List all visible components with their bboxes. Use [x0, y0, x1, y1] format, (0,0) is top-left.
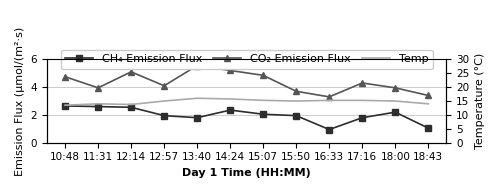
CO₂ Emission Flux	[293, 90, 299, 92]
Temp	[326, 99, 332, 102]
Y-axis label: Emission Flux (μmol/(m²·s): Emission Flux (μmol/(m²·s)	[15, 26, 25, 176]
Temp	[392, 100, 398, 102]
CH₄ Emission Flux	[227, 109, 233, 111]
Temp	[161, 100, 167, 102]
Temp	[260, 99, 266, 102]
Temp	[95, 103, 101, 105]
CH₄ Emission Flux	[293, 114, 299, 117]
Line: CH₄ Emission Flux: CH₄ Emission Flux	[62, 103, 431, 132]
CH₄ Emission Flux	[161, 114, 167, 117]
Temp	[194, 97, 200, 99]
CO₂ Emission Flux	[227, 69, 233, 72]
CO₂ Emission Flux	[161, 85, 167, 87]
CH₄ Emission Flux	[62, 105, 68, 107]
Temp	[293, 100, 299, 102]
Y-axis label: Temperature (°C): Temperature (°C)	[475, 53, 485, 149]
CO₂ Emission Flux	[95, 87, 101, 89]
Temp	[128, 103, 134, 106]
CO₂ Emission Flux	[392, 87, 398, 89]
CO₂ Emission Flux	[260, 74, 266, 76]
CH₄ Emission Flux	[95, 105, 101, 108]
CO₂ Emission Flux	[326, 96, 332, 98]
Temp	[426, 103, 432, 105]
CH₄ Emission Flux	[260, 113, 266, 115]
Temp	[227, 98, 233, 100]
CH₄ Emission Flux	[426, 127, 432, 129]
Line: CO₂ Emission Flux: CO₂ Emission Flux	[62, 62, 432, 100]
CH₄ Emission Flux	[360, 117, 366, 119]
CH₄ Emission Flux	[194, 117, 200, 119]
Line: Temp: Temp	[65, 98, 428, 105]
CO₂ Emission Flux	[128, 71, 134, 73]
CH₄ Emission Flux	[326, 128, 332, 131]
Temp	[360, 99, 366, 102]
CH₄ Emission Flux	[128, 106, 134, 108]
Temp	[62, 104, 68, 106]
CH₄ Emission Flux	[392, 111, 398, 113]
CO₂ Emission Flux	[426, 94, 432, 97]
CO₂ Emission Flux	[360, 82, 366, 84]
CO₂ Emission Flux	[194, 64, 200, 67]
X-axis label: Day 1 Time (HH:MM): Day 1 Time (HH:MM)	[182, 168, 311, 178]
CO₂ Emission Flux	[62, 76, 68, 78]
Legend: CH₄ Emission Flux, CO₂ Emission Flux, Temp: CH₄ Emission Flux, CO₂ Emission Flux, Te…	[61, 50, 432, 69]
